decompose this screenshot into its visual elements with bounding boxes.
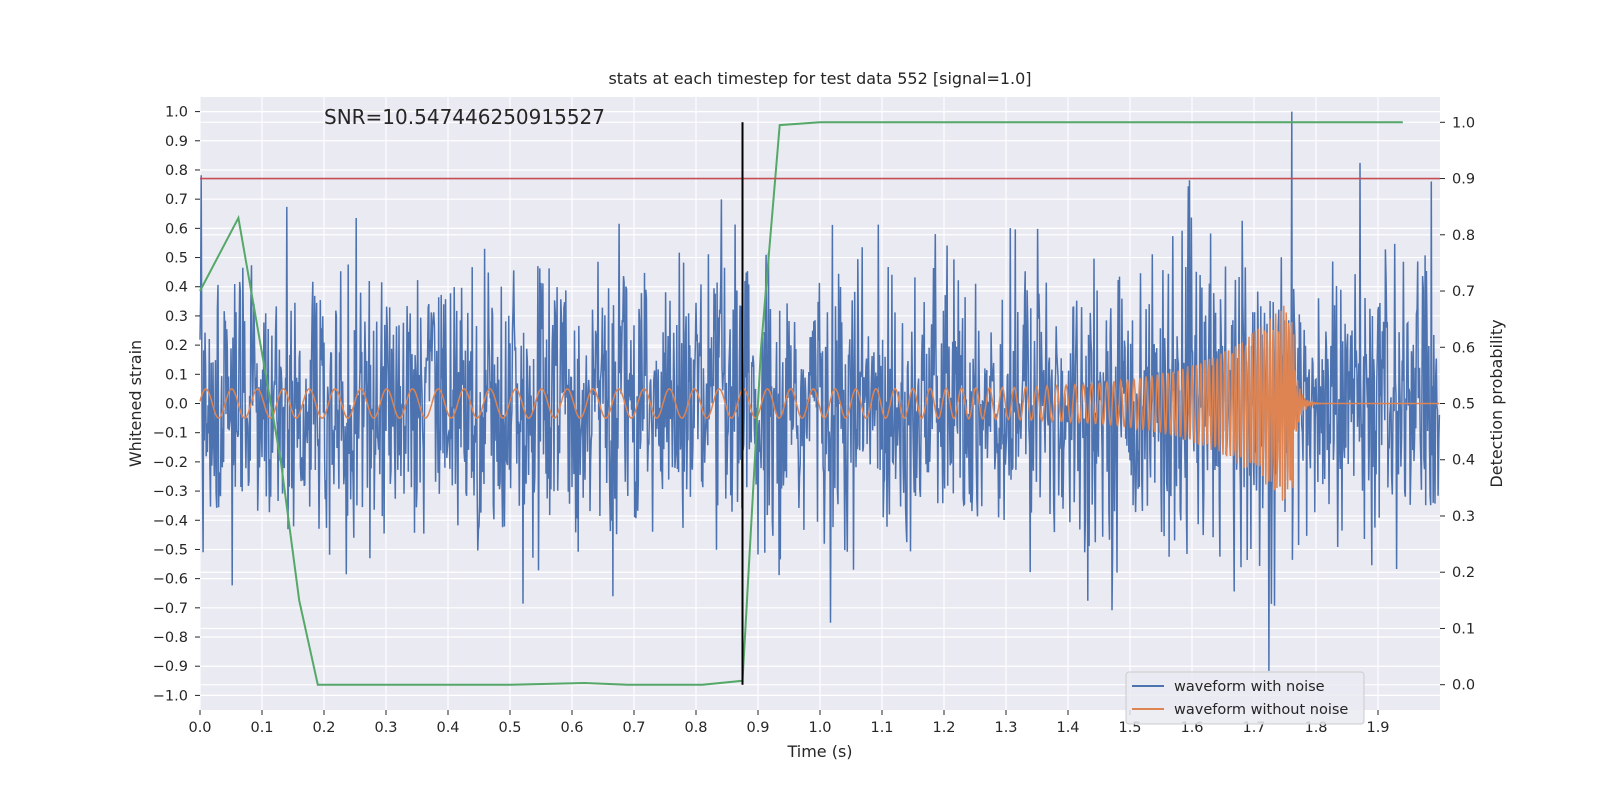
y-tick-label-left: −0.2 [153, 455, 188, 471]
y-tick-label-left: −0.7 [153, 601, 188, 617]
y-tick-label-right: 0.7 [1452, 284, 1475, 300]
x-tick-label: 0.0 [188, 720, 211, 736]
series-detection-probability [199, 121, 1403, 686]
x-tick-label: 1.2 [932, 720, 955, 736]
y-tick-label-right: 0.8 [1452, 228, 1475, 244]
y-tick-label-left: 0.8 [165, 163, 188, 179]
y-tick-label-right: 0.4 [1452, 453, 1475, 469]
y-tick-label-left: 0.1 [165, 367, 188, 383]
y-tick-label-left: 0.0 [165, 397, 188, 413]
x-tick-label: 0.6 [560, 720, 583, 736]
x-tick-label: 0.1 [250, 720, 273, 736]
y-tick-label-left: −0.6 [153, 572, 188, 588]
x-tick-label: 0.2 [312, 720, 335, 736]
snr-annotation: SNR=10.547446250915527 [324, 105, 605, 129]
x-tick-label: 0.7 [622, 720, 645, 736]
series-waveform-without-noise [199, 305, 1440, 501]
x-tick-label: 1.3 [994, 720, 1017, 736]
y-tick-label-left: 1.0 [165, 105, 188, 121]
y-tick-label-right: 0.0 [1452, 678, 1475, 694]
y-tick-label-left: 0.3 [165, 309, 188, 325]
y-tick-label-left: 0.9 [165, 134, 188, 150]
legend: waveform with noise waveform without noi… [1125, 671, 1365, 725]
y-tick-label-left: 0.4 [165, 280, 188, 296]
noisy-waveform-line [199, 111, 1441, 671]
x-tick-label: 1.0 [808, 720, 831, 736]
y-tick-label-left: −0.1 [153, 426, 188, 442]
y-tick-label-left: −0.8 [153, 630, 188, 646]
y-tick-label-right: 0.2 [1452, 565, 1475, 581]
y-tick-label-left: 0.2 [165, 338, 188, 354]
y-tick-label-left: −0.3 [153, 484, 188, 500]
x-tick-label: 0.4 [436, 720, 459, 736]
y-tick-label-left: −0.5 [153, 542, 188, 558]
y-axis-label-left: Whitened strain [126, 340, 145, 467]
clean-waveform-line [199, 305, 1440, 501]
y-tick-label-left: −1.0 [153, 688, 188, 704]
y-tick-label-right: 0.3 [1452, 509, 1475, 525]
x-tick-label: 0.9 [746, 720, 769, 736]
x-tick-label: 1.4 [1056, 720, 1079, 736]
series-waveform-with-noise [199, 111, 1441, 671]
y-tick-label-left: −0.9 [153, 659, 188, 675]
legend-label-noisy: waveform with noise [1174, 679, 1325, 695]
legend-label-clean: waveform without noise [1174, 702, 1348, 718]
x-tick-label: 1.9 [1366, 720, 1389, 736]
y-tick-label-left: −0.4 [153, 513, 188, 529]
y-tick-label-left: 0.5 [165, 251, 188, 267]
chart-title: stats at each timestep for test data 552… [608, 69, 1031, 88]
x-tick-label: 0.3 [374, 720, 397, 736]
x-tick-label: 0.5 [498, 720, 521, 736]
y-tick-label-left: 0.7 [165, 192, 188, 208]
y-tick-label-right: 0.5 [1452, 397, 1475, 413]
reference-lines [200, 122, 1440, 685]
y-axis-label-right: Detection probability [1487, 319, 1506, 487]
x-tick-label: 1.1 [870, 720, 893, 736]
tick-labels: 0.0 0.1 0.2 0.3 0.4 0.5 0.6 0.7 0.8 0.9 1.0 1.1 1.2 1… [153, 105, 1475, 736]
y-tick-label-right: 0.1 [1452, 621, 1475, 637]
legend-box [1125, 671, 1365, 725]
y-tick-label-right: 1.0 [1452, 115, 1475, 131]
y-tick-label-left: 0.6 [165, 221, 188, 237]
x-axis-label: Time (s) [786, 742, 852, 761]
y-tick-label-right: 0.9 [1452, 172, 1475, 188]
probability-line [199, 121, 1403, 686]
y-tick-label-right: 0.6 [1452, 340, 1475, 356]
x-tick-label: 0.8 [684, 720, 707, 736]
